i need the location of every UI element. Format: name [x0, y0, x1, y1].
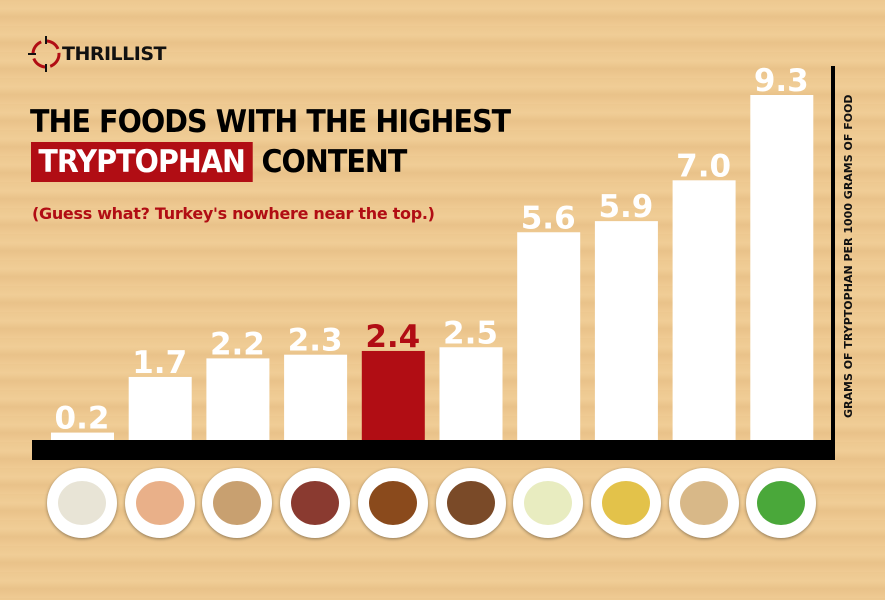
value-label: 0.2 — [55, 401, 110, 437]
food-image-salmon — [202, 468, 273, 538]
chart-title-line1: THE FOODS WITH THE HIGHEST — [30, 104, 511, 140]
food-icon — [601, 481, 650, 525]
value-label: 1.7 — [132, 345, 187, 381]
food-image-beef — [280, 468, 351, 538]
food-image-parmesan — [513, 468, 584, 538]
bar-beef — [284, 354, 348, 440]
bar-pork — [439, 347, 503, 440]
value-label: 2.2 — [210, 326, 265, 362]
value-label: 2.5 — [443, 315, 498, 351]
food-icon — [58, 481, 106, 525]
food-image-spirulina — [746, 468, 817, 538]
food-icon — [524, 481, 573, 525]
title-rest: CONTENT — [261, 144, 408, 180]
chart-subtitle: (Guess what? Turkey's nowhere near the t… — [32, 204, 435, 223]
bar-parmesan — [517, 232, 581, 440]
crosshair-icon — [28, 36, 61, 72]
food-icon — [757, 481, 806, 525]
category-band — [32, 440, 835, 460]
food-image-eggs — [124, 468, 195, 538]
bar-potatoes — [51, 432, 114, 440]
food-icon — [213, 481, 262, 525]
value-label: 7.0 — [676, 148, 731, 184]
thrillist-logo: THRILLIST — [28, 36, 167, 72]
y-axis-label: GRAMS OF TRYPTOPHAN PER 1000 GRAMS OF FO… — [842, 94, 855, 418]
bar-cod — [672, 180, 736, 441]
bar-soybeans — [594, 221, 658, 440]
logo-text: THRILLIST — [62, 43, 167, 65]
food-image-soybeans — [590, 468, 661, 538]
food-icon — [679, 481, 728, 525]
y-axis-line — [831, 66, 835, 460]
food-image-pork — [435, 468, 506, 538]
food-image-potatoes — [47, 468, 117, 538]
value-label: 2.4 — [365, 319, 420, 355]
bar-salmon — [206, 358, 270, 440]
food-icon — [291, 481, 340, 525]
food-image-cod — [668, 468, 739, 538]
title-highlight: TRYPTOPHAN — [31, 142, 253, 182]
bar-spirulina — [750, 95, 814, 440]
value-label: 5.6 — [521, 200, 576, 236]
food-image-turkey — [357, 468, 428, 538]
food-icon — [368, 481, 417, 525]
food-icon — [446, 481, 495, 525]
bar-turkey — [361, 350, 425, 440]
value-label: 2.3 — [288, 323, 343, 359]
bar-eggs — [128, 376, 192, 440]
food-icon — [135, 481, 184, 525]
value-label: 5.9 — [598, 189, 653, 225]
value-label: 9.3 — [754, 63, 809, 99]
chart-title-line2: TRYPTOPHAN CONTENT — [31, 142, 408, 182]
